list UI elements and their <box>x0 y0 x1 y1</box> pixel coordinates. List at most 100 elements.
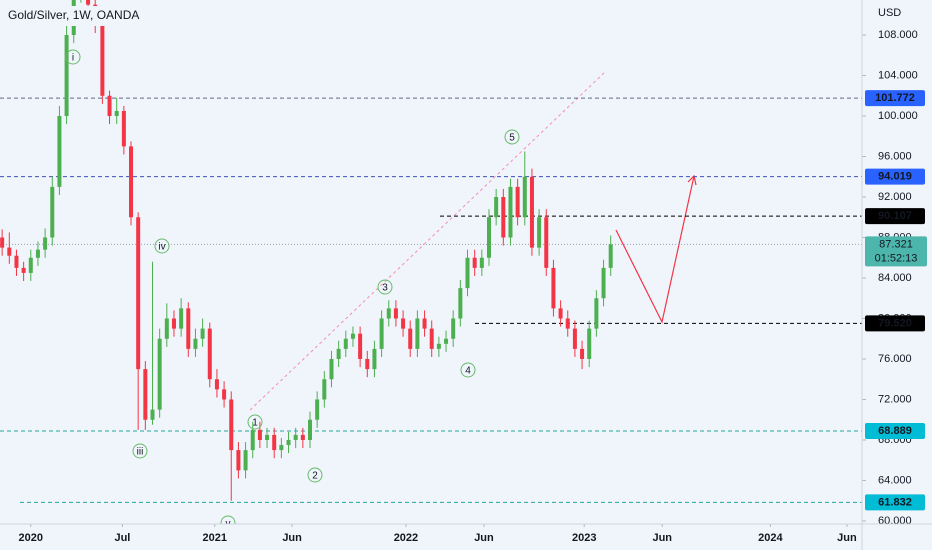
candle-body <box>544 217 549 268</box>
candle-body <box>444 338 449 344</box>
candle-body <box>594 298 599 329</box>
candle-body <box>57 116 62 187</box>
wave-circle <box>247 414 263 430</box>
candle-body <box>143 369 148 420</box>
x-tick-label: Jun <box>282 532 302 544</box>
candle-body <box>551 267 556 309</box>
y-tick-label: 100.000 <box>878 110 918 122</box>
candle-body <box>458 288 463 319</box>
wave-label: 3 <box>382 283 388 294</box>
candle-body <box>164 318 169 339</box>
wave-label: 2 <box>312 471 318 482</box>
candle-body <box>429 328 434 349</box>
candle-body <box>580 348 585 359</box>
wave-circle <box>220 515 236 524</box>
candle-body <box>186 308 191 349</box>
x-tick-label: 2021 <box>203 532 227 544</box>
candle-body <box>601 267 606 299</box>
candle-body <box>7 247 12 256</box>
wave-label: v <box>226 519 231 530</box>
candle-body <box>393 308 398 319</box>
candle-body <box>286 439 291 446</box>
candle-body <box>250 429 255 451</box>
candle-body <box>508 186 513 238</box>
candle-body <box>300 434 305 440</box>
candle-body <box>372 348 377 370</box>
candle-body <box>100 24 105 96</box>
projection-arrow <box>687 174 697 186</box>
candle-body <box>587 328 592 359</box>
candle-body <box>401 318 406 329</box>
candle-body <box>272 434 277 451</box>
level-label-box <box>865 494 925 511</box>
candle-body <box>422 318 427 329</box>
candle-body <box>308 419 313 440</box>
level-label: 90.107 <box>878 210 912 222</box>
x-tick-label: 2022 <box>394 532 418 544</box>
candle-body <box>522 176 527 218</box>
candle-body <box>136 217 141 370</box>
candle-body <box>50 186 55 238</box>
wave-label: 1 <box>252 418 258 429</box>
candle-body <box>472 257 477 268</box>
x-tick-label: Jun <box>652 532 672 544</box>
plot-area: iiiiivv12345 <box>0 0 862 530</box>
candle-body <box>322 379 327 400</box>
candle-body <box>315 399 320 420</box>
candle-body <box>35 249 40 258</box>
level-label-box <box>865 90 925 107</box>
y-tick-label: 96.000 <box>878 150 912 162</box>
symbol-title: Gold/Silver, 1W, OANDA <box>8 8 139 22</box>
level-label: 101.772 <box>875 92 915 104</box>
candle-body <box>408 328 413 349</box>
candle-body <box>222 389 227 400</box>
candle-body <box>465 257 470 289</box>
currency: USD <box>878 7 901 19</box>
candle-body <box>150 409 155 420</box>
y-tick-label: 84.000 <box>878 272 912 284</box>
candle-body <box>171 318 176 329</box>
candle-body <box>515 186 520 218</box>
candle-body <box>565 318 570 329</box>
candle-body <box>157 338 162 410</box>
candle-body <box>329 358 334 380</box>
candle-body <box>214 379 219 390</box>
candle-body <box>207 328 212 380</box>
candle-body <box>558 308 563 319</box>
candle-body <box>365 358 370 370</box>
level-label: 68.889 <box>878 425 912 437</box>
candle-body <box>257 429 262 440</box>
wave-label: iv <box>158 242 165 253</box>
candle-body <box>479 257 484 268</box>
candle-body <box>436 343 441 349</box>
candle-body <box>358 333 363 359</box>
x-tick-label: Jul <box>114 532 130 544</box>
wave-label: 4 <box>465 366 471 377</box>
projection-path <box>615 175 695 324</box>
candle-body <box>486 217 491 258</box>
candle-body <box>537 217 542 248</box>
candle-body <box>229 399 234 451</box>
candle-body <box>0 237 5 248</box>
wave-circle <box>504 129 520 145</box>
candle-body <box>494 197 499 218</box>
level-label-box <box>865 208 925 225</box>
candle-body <box>279 445 284 451</box>
level-label-box <box>865 315 925 332</box>
candle-body <box>129 146 134 218</box>
wave-label: iii <box>137 447 144 458</box>
x-tick-label: 2024 <box>758 532 783 544</box>
y-tick-label: 64.000 <box>878 474 912 486</box>
level-label-box <box>865 168 925 185</box>
x-tick-label: 2020 <box>19 532 43 544</box>
candle-body <box>21 267 26 273</box>
candle-body <box>114 110 119 117</box>
wave-circle <box>132 443 148 459</box>
x-tick-label: Jun <box>474 532 494 544</box>
candle-body <box>107 95 112 117</box>
candle-body <box>265 434 270 440</box>
candle-body <box>501 197 506 238</box>
candle-body <box>243 450 248 471</box>
candle-body <box>608 244 613 268</box>
candle-body <box>43 237 48 250</box>
